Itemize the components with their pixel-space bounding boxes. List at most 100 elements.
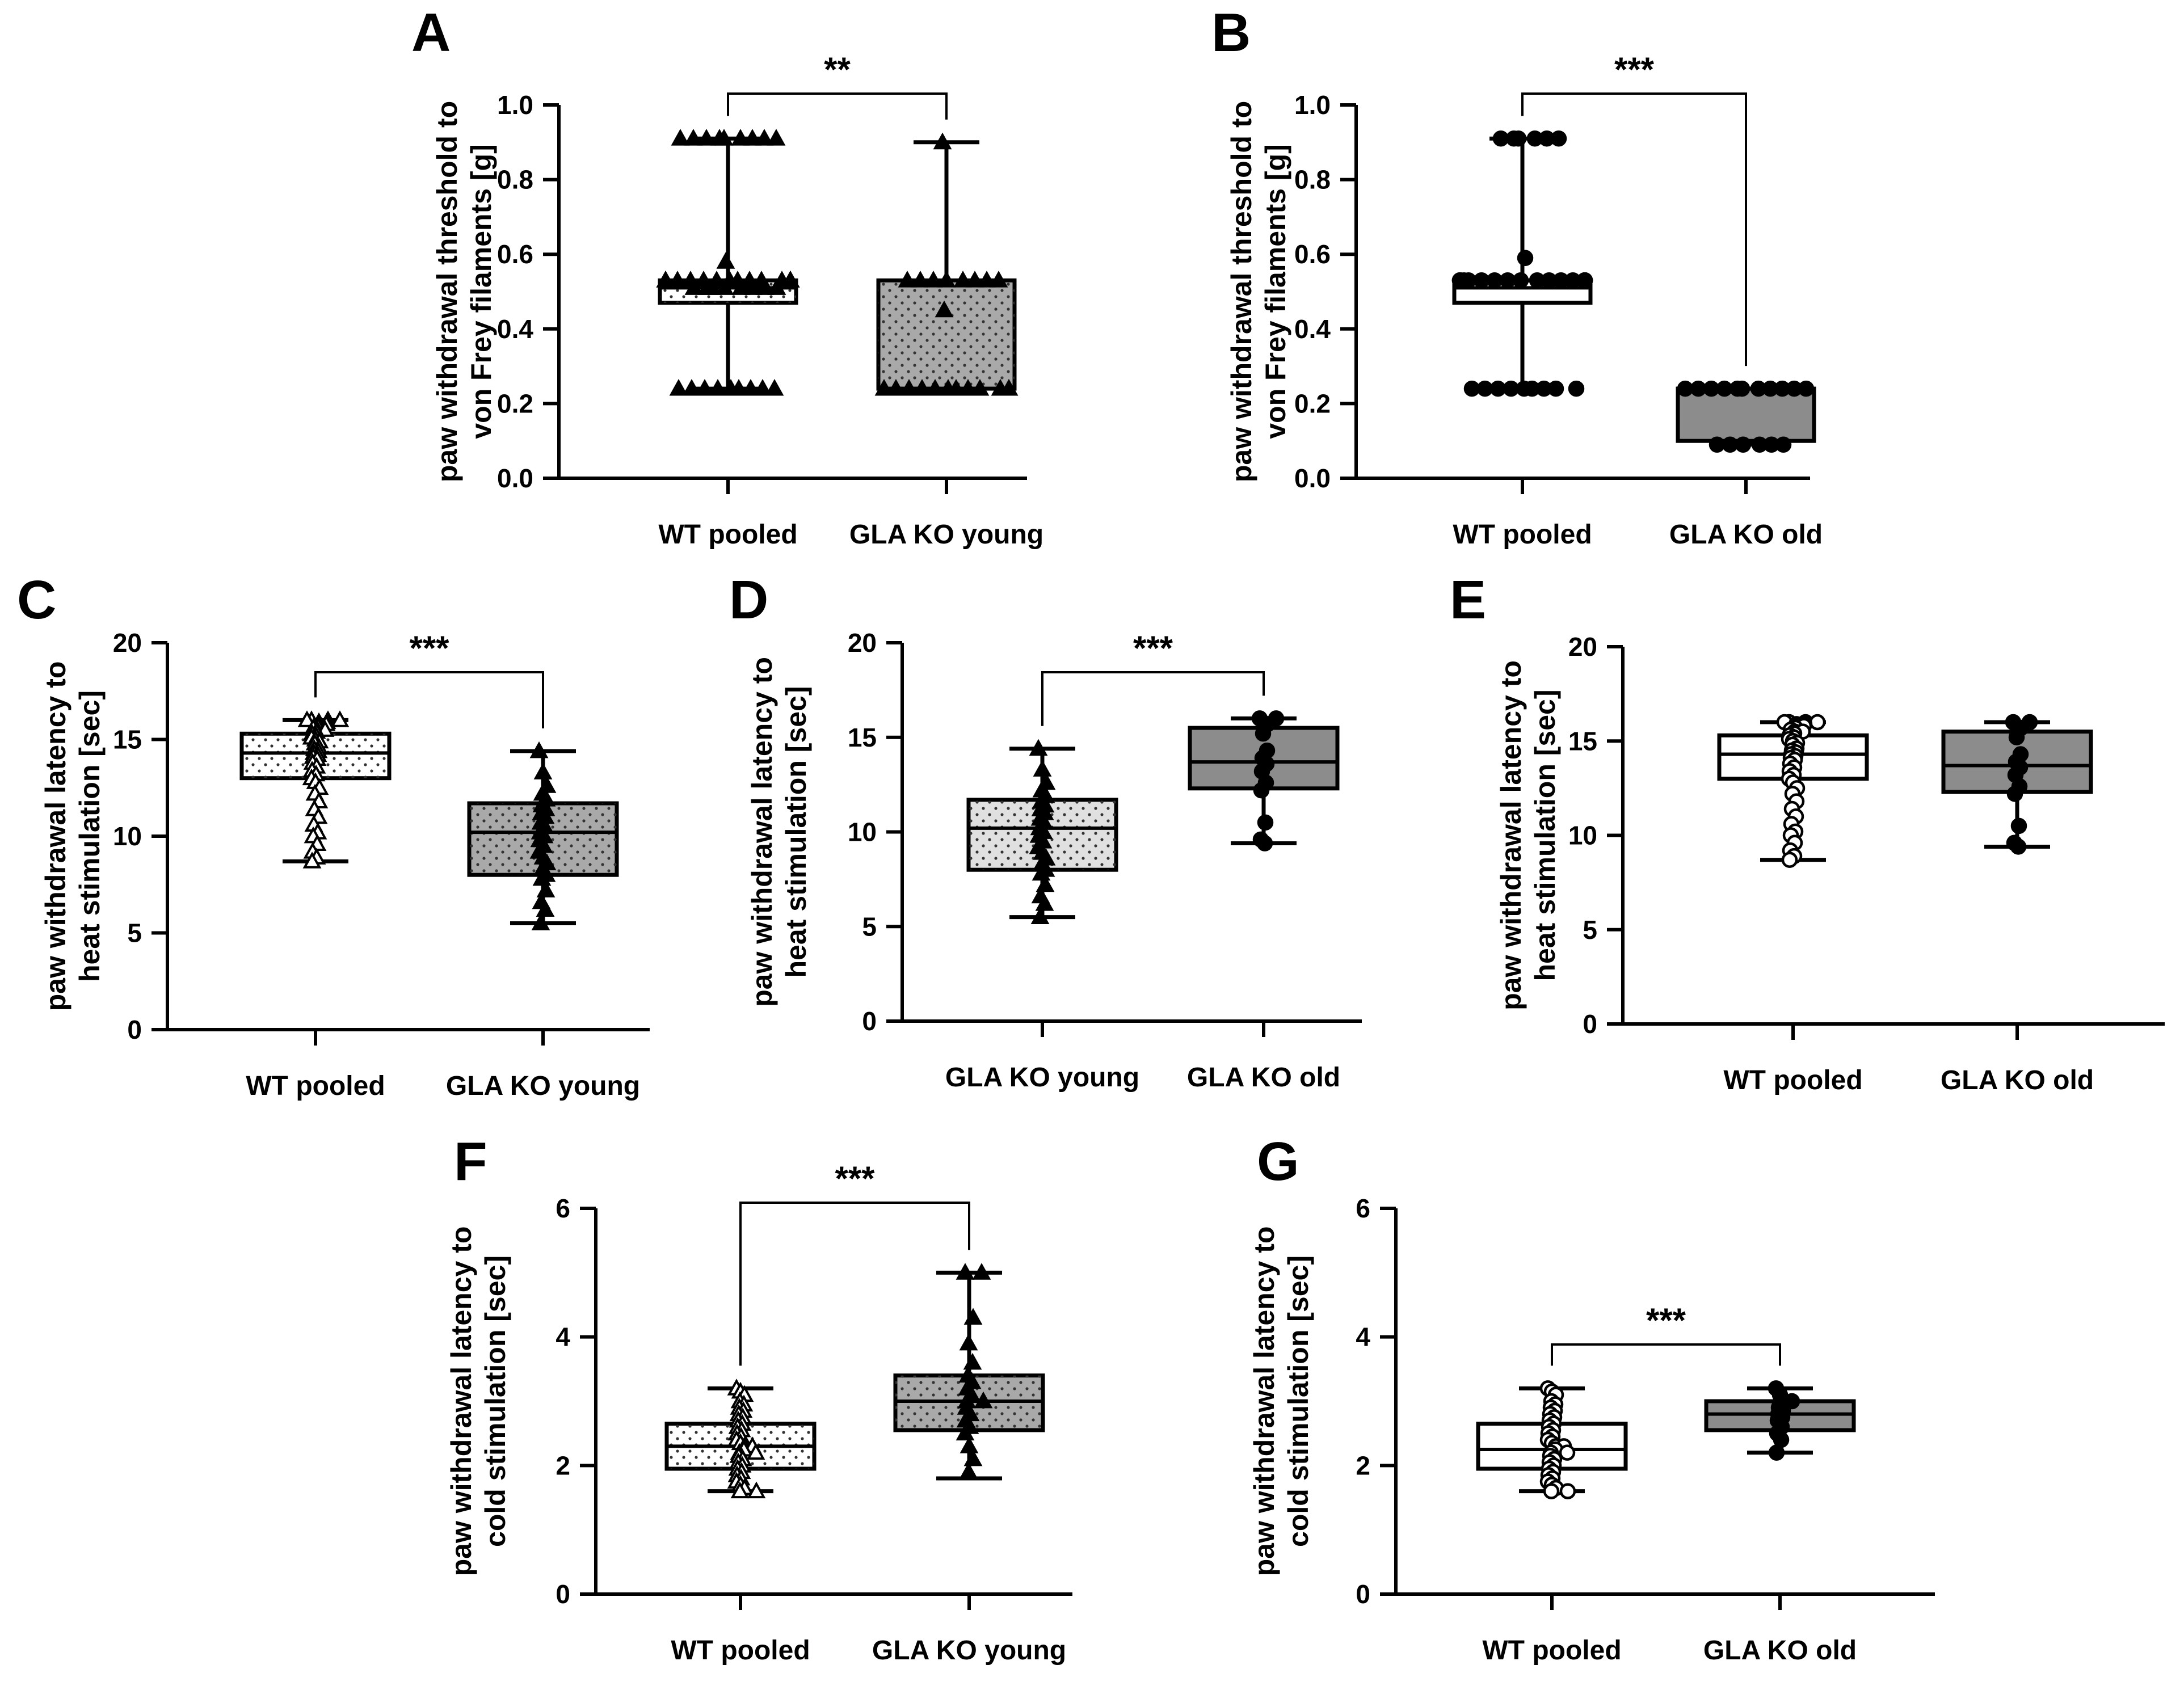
data-point — [729, 378, 748, 396]
box-group — [239, 710, 392, 869]
data-point — [999, 378, 1019, 396]
data-point — [746, 1443, 765, 1460]
y-axis-label-line: cold stimulation [sec] — [1282, 1255, 1314, 1547]
data-point — [536, 880, 556, 897]
data-point — [531, 913, 550, 930]
box-group — [874, 132, 1019, 396]
data-point — [716, 252, 735, 269]
x-tick-label: GLA KO young — [945, 1063, 1139, 1093]
data-point — [2010, 838, 2027, 855]
data-point — [1505, 130, 1522, 147]
data-point — [963, 1449, 983, 1466]
significance-bracket — [1521, 92, 1747, 366]
y-axis-label-line: von Frey filaments [g] — [465, 144, 497, 439]
data-point — [1798, 380, 1815, 397]
data-point — [963, 1352, 982, 1370]
data-point — [2010, 817, 2027, 834]
box-group — [966, 739, 1118, 924]
data-point — [1809, 714, 1826, 731]
data-point — [1703, 380, 1720, 397]
data-point — [682, 378, 701, 396]
y-tick-label: 4 — [1356, 1322, 1370, 1352]
panel-label-g: G — [1257, 1131, 1299, 1192]
box-group — [893, 1263, 1045, 1481]
data-point — [1257, 814, 1274, 831]
panel-f: 0 2 4 6 paw withdrawal latency tocold stimul… — [445, 1160, 1072, 1666]
y-axis-label-line: paw withdrawal threshold to — [1226, 101, 1257, 482]
y-tick-label: 10 — [113, 821, 142, 851]
data-point — [1690, 380, 1707, 397]
y-axis-label-line: paw withdrawal latency to — [40, 661, 71, 1011]
y-axis-label: paw withdrawal threshold tovon Frey fila… — [1226, 101, 1291, 482]
x-tick-label: WT pooled — [658, 520, 797, 550]
data-point — [1036, 875, 1055, 892]
data-point — [1677, 380, 1694, 397]
data-point — [946, 378, 966, 396]
panel-label-f: F — [454, 1131, 487, 1192]
data-point — [911, 271, 930, 288]
data-point — [912, 378, 932, 396]
data-point — [1729, 380, 1746, 397]
x-tick-label: GLA KO old — [1187, 1063, 1340, 1093]
data-point — [1035, 894, 1054, 911]
y-axis-label-line: paw withdrawal latency to — [1248, 1226, 1280, 1577]
y-axis-label: paw withdrawal latency tocold stimulatio… — [445, 1226, 511, 1577]
y-tick-label: 0.2 — [1294, 389, 1331, 418]
y-axis-label-line: paw withdrawal latency to — [746, 657, 778, 1007]
x-tick-label: GLA KO young — [849, 520, 1043, 550]
data-point — [974, 1391, 993, 1409]
y-tick-label: 0.8 — [1294, 165, 1331, 195]
y-axis-label: paw withdrawal latency toheat stimulatio… — [1495, 660, 1561, 1010]
data-point — [731, 129, 750, 146]
y-tick-label: 20 — [113, 628, 142, 657]
y-axis-label: paw withdrawal latency toheat stimulatio… — [40, 661, 106, 1011]
data-point — [765, 378, 784, 396]
data-point — [710, 129, 729, 146]
data-point — [1559, 1444, 1576, 1461]
data-point — [1768, 1444, 1785, 1461]
box-group — [1188, 710, 1340, 852]
data-point — [1033, 760, 1052, 777]
data-point — [669, 378, 688, 396]
y-tick-label: 1.0 — [1294, 90, 1331, 120]
data-point — [715, 278, 734, 295]
box-group — [1717, 714, 1869, 868]
data-point — [937, 271, 956, 288]
data-point — [959, 1462, 978, 1480]
x-tick-label: GLA KO young — [872, 1636, 1066, 1666]
significance-label: *** — [1646, 1301, 1686, 1339]
y-tick-label: 10 — [1568, 821, 1597, 850]
data-point — [330, 710, 350, 727]
data-point — [743, 129, 762, 146]
y-tick-label: 0.4 — [1294, 314, 1331, 344]
x-tick-label: WT pooled — [246, 1071, 385, 1101]
data-point — [671, 129, 690, 146]
y-tick-label: 2 — [1356, 1451, 1370, 1480]
y-tick-label: 0 — [127, 1015, 142, 1044]
data-point — [302, 852, 322, 869]
x-tick-label: WT pooled — [671, 1636, 810, 1666]
data-point — [1463, 380, 1480, 397]
y-axis-label: paw withdrawal latency toheat stimulatio… — [746, 657, 812, 1007]
x-tick-label: WT pooled — [1453, 520, 1592, 550]
y-tick-label: 0.6 — [497, 239, 533, 269]
y-tick-label: 4 — [556, 1322, 570, 1352]
y-tick-label: 10 — [848, 817, 877, 847]
data-point — [958, 378, 978, 396]
y-tick-label: 0.2 — [497, 389, 533, 418]
y-tick-label: 6 — [556, 1194, 570, 1223]
data-point — [747, 1481, 766, 1499]
data-point — [697, 129, 716, 146]
data-point — [755, 129, 774, 146]
data-point — [965, 271, 984, 288]
significance-bracket — [1551, 1343, 1781, 1366]
y-tick-label: 0 — [556, 1579, 570, 1609]
y-axis-label-line: von Frey filaments [g] — [1260, 144, 1291, 439]
data-point — [1568, 380, 1585, 397]
data-point — [1503, 380, 1520, 397]
data-point — [1029, 739, 1048, 756]
data-point — [1773, 1431, 1790, 1448]
box-group — [1941, 714, 2093, 855]
y-tick-label: 20 — [1568, 632, 1597, 661]
